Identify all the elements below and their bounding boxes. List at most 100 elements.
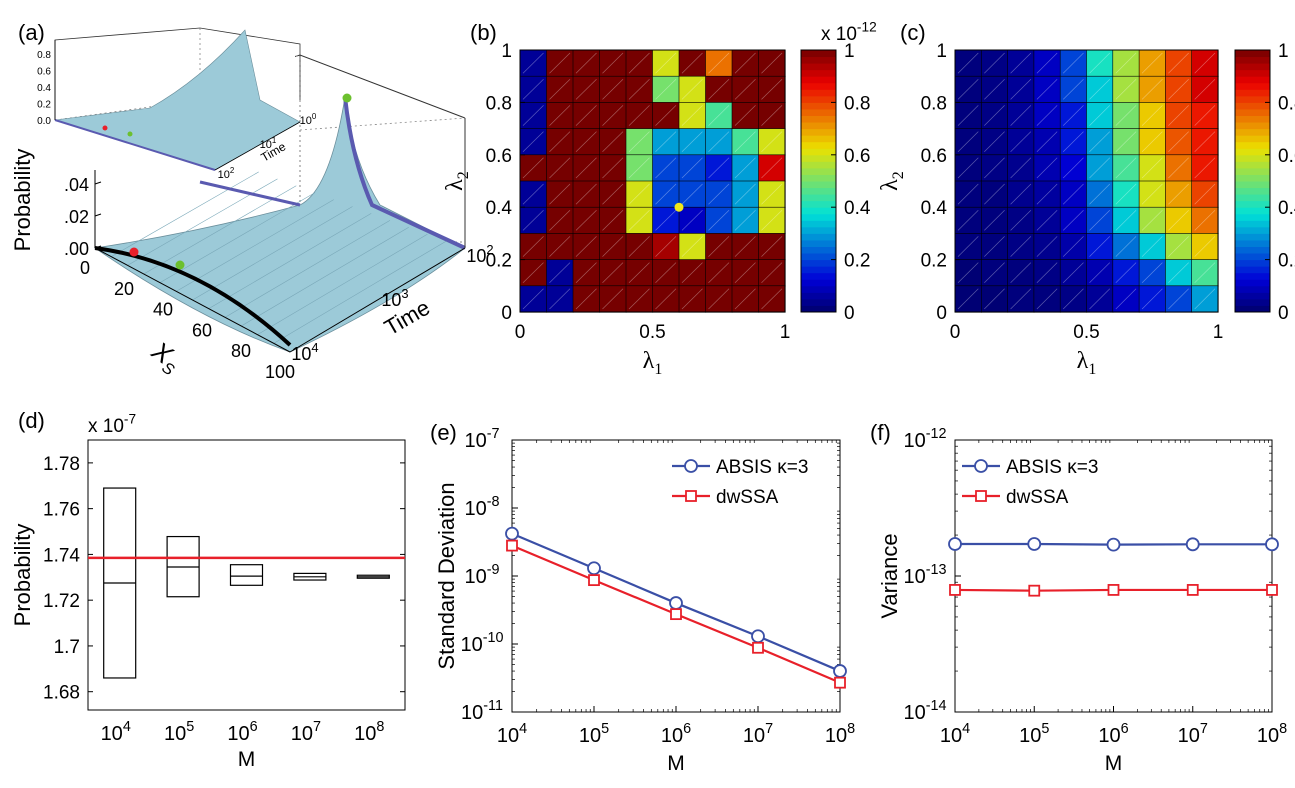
heat-cell (652, 206, 680, 234)
cell-hatch (1194, 105, 1216, 126)
heat-cell (731, 75, 760, 103)
cell-hatch (655, 183, 677, 205)
cell-hatch (1194, 78, 1216, 100)
surface-mesh (159, 192, 316, 283)
inset-z-tick-label: 0.2 (37, 100, 51, 111)
cell-hatch (628, 183, 650, 205)
colorbar-tick-label: 0.6 (1278, 146, 1295, 167)
cell-hatch (628, 52, 650, 74)
heat-cell (1138, 259, 1166, 287)
z-tick (94, 213, 102, 217)
colorbar-segment (1235, 128, 1270, 136)
colorbar-segment (1235, 266, 1270, 274)
colorbar-segment (1235, 148, 1270, 156)
cell-hatch (1168, 78, 1189, 100)
heat-cell (1191, 206, 1219, 234)
heat-cell (546, 102, 574, 130)
colorbar-segment (1235, 233, 1270, 241)
colorbar-segment (1235, 102, 1270, 110)
cell-hatch (655, 262, 677, 284)
colorbar-tick-label: 0.6 (844, 146, 870, 167)
cell-hatch (1141, 236, 1163, 257)
cell-hatch (1168, 209, 1189, 231)
cell-hatch (1062, 183, 1084, 205)
cell-hatch (1036, 236, 1058, 257)
y-tick-label: 0.4 (486, 198, 513, 219)
cell-hatch (575, 157, 597, 179)
cell-hatch (1168, 262, 1189, 284)
heat-cell (954, 154, 982, 182)
z-tick-label: .00 (64, 239, 89, 259)
colorbar-segment (1235, 246, 1270, 254)
colorbar-segment (801, 181, 836, 189)
cell-hatch (681, 131, 703, 153)
cell-hatch (522, 262, 544, 284)
cell-hatch (1010, 105, 1032, 126)
y-tick-label: 102 (466, 242, 493, 266)
data-point (1107, 584, 1120, 596)
x-tick-label: 107 (291, 719, 321, 745)
cell-hatch (522, 105, 544, 126)
z-tick (94, 245, 102, 249)
cell-hatch (1115, 262, 1137, 284)
cell-hatch (1115, 288, 1137, 310)
cell-hatch (1010, 262, 1032, 284)
cell-hatch (761, 236, 783, 257)
cell-hatch (1194, 52, 1216, 74)
heat-cell (625, 206, 654, 234)
heat-cell (546, 233, 574, 261)
cell-hatch (575, 209, 597, 231)
colorbar-segment (801, 187, 836, 195)
colorbar-segment (1235, 89, 1270, 97)
colorbar-segment (1235, 122, 1270, 130)
x-tick-label: 105 (164, 719, 194, 745)
cell-hatch (681, 288, 703, 310)
colorbar-segment (1235, 56, 1270, 64)
heat-cell (678, 49, 707, 77)
y-tick-label: 10-14 (903, 698, 946, 724)
heat-cell (758, 285, 786, 313)
inset-marker-red (102, 125, 108, 131)
surface-mesh (143, 185, 297, 275)
legend-label: ABSIS κ=3 (1006, 457, 1098, 478)
cell-hatch (602, 157, 624, 179)
cell-hatch (1115, 157, 1137, 179)
y-tick-label: 0 (501, 303, 512, 324)
cell-hatch (628, 236, 650, 257)
cell-hatch (655, 209, 677, 231)
colorbar-tick-label: 0 (1278, 303, 1289, 324)
cell-hatch (1168, 288, 1189, 310)
plot-frame (954, 49, 1219, 313)
heat-cell (1112, 180, 1140, 208)
colorbar-segment (801, 253, 836, 261)
x-tick-label: 0.5 (1073, 322, 1099, 343)
cell-hatch (655, 288, 677, 310)
cell-hatch (734, 209, 756, 231)
marker-green (175, 260, 185, 270)
colorbar-segment (801, 226, 836, 234)
heat-cell (1033, 206, 1061, 234)
heat-cell (1086, 285, 1114, 313)
cell-hatch (984, 78, 1005, 100)
colorbar-segment (1235, 272, 1270, 280)
cell-hatch (1115, 183, 1137, 205)
heat-cell (1007, 233, 1035, 261)
cell-hatch (522, 131, 544, 153)
x-tick-label: 108 (825, 721, 855, 747)
heat-cell (546, 128, 574, 156)
heat-cell (705, 128, 733, 156)
plot-frame (519, 49, 786, 313)
x-tick-label: 106 (227, 719, 257, 745)
y-tick-label: 1.74 (43, 545, 80, 566)
x-tick-label: 104 (497, 721, 527, 747)
cell-hatch (957, 105, 979, 126)
colorbar-segment (801, 207, 836, 215)
panel-label-c: (c) (900, 20, 926, 45)
cell-hatch (1010, 78, 1032, 100)
heat-cell (625, 128, 654, 156)
heat-cell (519, 49, 548, 77)
heat-cell (546, 75, 574, 103)
colorbar-segment (1235, 213, 1270, 221)
data-point (1186, 584, 1199, 596)
heat-cell (1112, 259, 1140, 287)
